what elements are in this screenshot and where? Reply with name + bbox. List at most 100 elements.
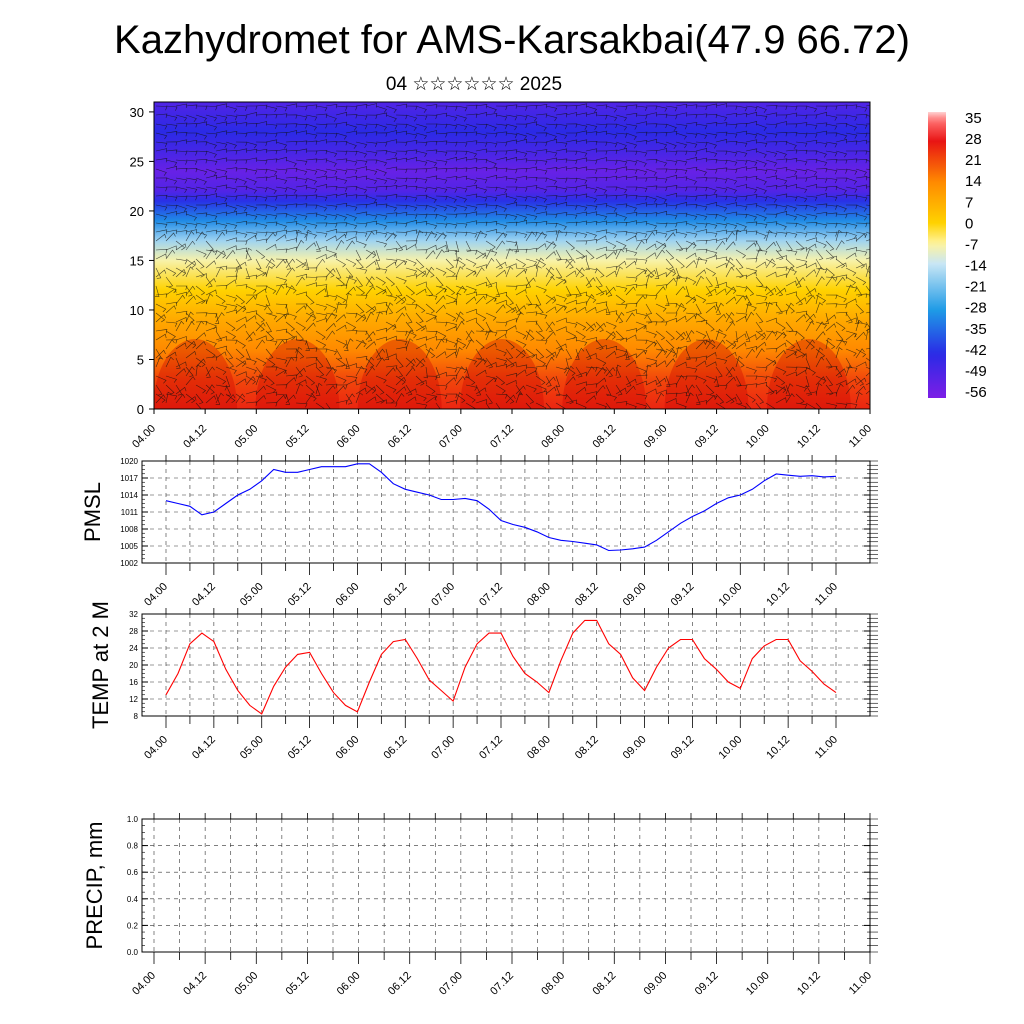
wind-barb bbox=[495, 167, 508, 173]
wind-barb bbox=[475, 330, 488, 336]
wind-barb bbox=[705, 321, 715, 332]
wind-barb bbox=[735, 122, 748, 128]
wind-barb bbox=[405, 123, 417, 131]
wind-barb bbox=[835, 193, 848, 199]
wind-barb bbox=[515, 231, 528, 239]
wind-barb bbox=[465, 131, 478, 136]
wind-barb bbox=[275, 105, 288, 112]
wind-barb bbox=[785, 339, 796, 350]
wind-barb bbox=[705, 339, 716, 349]
wind-barb bbox=[165, 301, 178, 307]
wind-barb bbox=[715, 357, 728, 365]
wind-barb bbox=[745, 105, 758, 112]
wind-barb bbox=[825, 141, 838, 148]
wind-barb bbox=[615, 260, 627, 269]
wind-barb bbox=[535, 339, 548, 345]
wind-barb bbox=[165, 267, 177, 277]
wind-barb bbox=[585, 177, 598, 182]
wind-barb bbox=[385, 221, 398, 226]
wind-barb bbox=[725, 366, 736, 377]
wind-barb bbox=[285, 123, 298, 128]
wind-barb bbox=[675, 374, 685, 386]
wind-barb bbox=[675, 247, 688, 253]
wind-barb bbox=[585, 123, 598, 130]
wind-barb bbox=[285, 394, 296, 404]
wind-barb bbox=[355, 392, 364, 404]
wind-barb bbox=[315, 231, 328, 238]
wind-barb bbox=[775, 303, 783, 315]
wind-barb bbox=[415, 393, 427, 402]
wind-barb bbox=[595, 114, 608, 120]
wind-barb bbox=[365, 330, 373, 342]
wind-barb bbox=[365, 141, 378, 148]
wind-barb bbox=[835, 229, 843, 242]
wind-barb bbox=[765, 330, 775, 341]
wind-barb bbox=[465, 220, 478, 225]
wind-barb bbox=[325, 176, 338, 181]
wind-barb bbox=[605, 168, 618, 174]
wind-barb bbox=[435, 330, 447, 340]
wind-barb bbox=[785, 149, 798, 154]
wind-barb bbox=[675, 168, 688, 175]
wind-barb bbox=[705, 150, 718, 157]
wind-barb bbox=[215, 312, 225, 323]
wind-barb bbox=[805, 248, 814, 260]
wind-barb bbox=[675, 302, 685, 314]
wind-barb bbox=[245, 234, 257, 242]
wind-barb bbox=[375, 177, 388, 185]
wind-barb bbox=[705, 339, 715, 350]
wind-barb bbox=[705, 249, 718, 257]
wind-barb bbox=[195, 384, 207, 394]
wind-barb bbox=[475, 321, 485, 332]
wind-barb bbox=[725, 312, 734, 323]
wind-barb bbox=[545, 356, 555, 368]
wind-barb bbox=[525, 402, 532, 409]
wind-barb bbox=[525, 384, 537, 393]
wind-barb bbox=[315, 149, 328, 155]
wind-barb bbox=[545, 222, 558, 228]
wind-barb bbox=[345, 393, 355, 404]
wind-barb bbox=[625, 375, 632, 387]
wind-barb bbox=[625, 276, 638, 282]
wind-barb bbox=[625, 168, 638, 174]
wind-barb bbox=[715, 177, 728, 184]
wind-barb bbox=[305, 384, 315, 395]
wind-barb bbox=[175, 320, 185, 332]
wind-barb bbox=[365, 186, 378, 192]
wind-barb bbox=[255, 231, 268, 237]
wind-barb bbox=[505, 213, 518, 221]
wind-barb bbox=[835, 104, 848, 109]
wind-barb bbox=[225, 394, 236, 404]
wind-barb bbox=[775, 349, 786, 359]
wind-barb bbox=[295, 114, 308, 121]
wind-barb bbox=[495, 186, 508, 194]
wind-barb bbox=[423, 366, 428, 379]
wind-barb bbox=[415, 402, 428, 409]
wind-barb bbox=[445, 167, 458, 172]
wind-barb bbox=[675, 267, 681, 279]
wind-barb bbox=[225, 294, 237, 302]
wind-barb bbox=[675, 240, 684, 252]
wind-barb bbox=[835, 213, 848, 219]
wind-barb bbox=[195, 332, 207, 341]
wind-barb bbox=[555, 249, 562, 261]
wind-barb bbox=[405, 185, 418, 191]
wind-barb bbox=[315, 168, 328, 176]
wind-barb bbox=[675, 276, 688, 283]
wind-barb bbox=[735, 141, 748, 148]
wind-barb bbox=[695, 248, 708, 254]
wind-barb bbox=[365, 177, 378, 185]
wind-barb bbox=[675, 132, 687, 140]
wind-barb bbox=[465, 338, 475, 350]
wind-barb bbox=[685, 312, 698, 319]
y-tick-label: 16 bbox=[129, 678, 138, 687]
wind-barb bbox=[575, 402, 587, 409]
wind-barb bbox=[455, 204, 468, 212]
wind-barb bbox=[735, 112, 748, 118]
wind-barb bbox=[725, 177, 738, 185]
wind-barb bbox=[395, 231, 408, 237]
wind-barb bbox=[725, 341, 737, 350]
wind-barb bbox=[285, 150, 298, 155]
wind-barb bbox=[215, 130, 228, 135]
x-tick-label: 07.00 bbox=[429, 734, 457, 762]
